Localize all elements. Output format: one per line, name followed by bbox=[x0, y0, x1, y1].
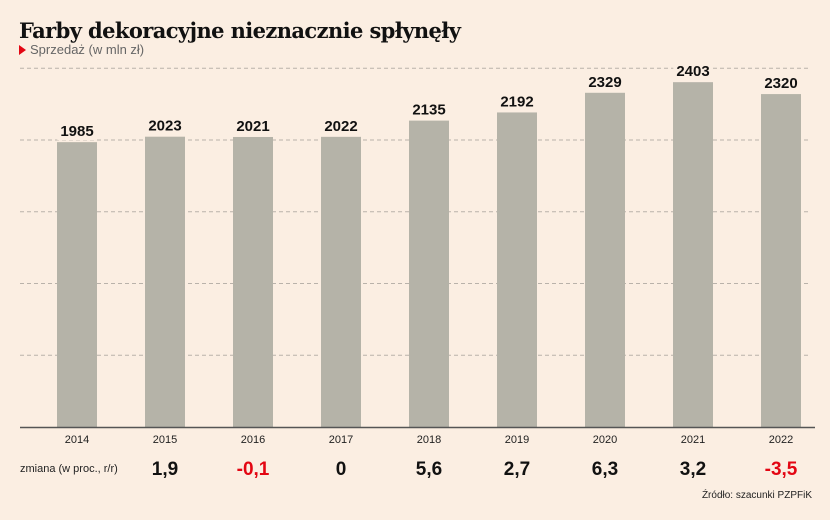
chart-subtitle: Sprzedaż (w mln zł) bbox=[19, 42, 144, 57]
value-label: 2192 bbox=[500, 93, 533, 110]
bar-2014 bbox=[57, 142, 97, 427]
value-label: 2022 bbox=[324, 118, 357, 135]
bar-2018 bbox=[409, 120, 449, 427]
value-label: 2023 bbox=[148, 118, 181, 135]
x-tick-label: 2022 bbox=[769, 434, 793, 446]
bar-2015 bbox=[145, 136, 185, 427]
bar-2016 bbox=[233, 136, 273, 427]
chart-title: Farby dekoracyjne nieznacznie spłynęły bbox=[19, 18, 461, 43]
x-tick-label: 2020 bbox=[593, 434, 617, 446]
label-bg bbox=[57, 123, 97, 141]
bar-2022 bbox=[761, 94, 801, 427]
triangle-marker-icon bbox=[19, 45, 26, 55]
label-bg bbox=[233, 117, 273, 135]
value-label: 2329 bbox=[588, 74, 621, 91]
change-value: 2,7 bbox=[504, 459, 530, 480]
x-tick-label: 2018 bbox=[417, 434, 441, 446]
label-bg bbox=[409, 101, 449, 119]
x-tick-label: 2019 bbox=[505, 434, 529, 446]
x-tick-label: 2021 bbox=[681, 434, 705, 446]
value-label: 2403 bbox=[676, 63, 709, 80]
change-value: -3,5 bbox=[765, 459, 798, 480]
value-label: 2135 bbox=[412, 102, 445, 119]
change-value: 6,3 bbox=[592, 459, 618, 480]
change-value: 5,6 bbox=[416, 459, 442, 480]
value-label: 1985 bbox=[60, 123, 93, 140]
change-row-label: zmiana (w proc., r/r) bbox=[20, 463, 118, 475]
x-tick-label: 2016 bbox=[241, 434, 265, 446]
bar-2021 bbox=[673, 82, 713, 428]
x-tick-label: 2014 bbox=[65, 434, 89, 446]
subtitle-text: Sprzedaż (w mln zł) bbox=[30, 42, 145, 57]
source-note: Źródło: szacunki PZPFiK bbox=[701, 490, 812, 501]
label-bg bbox=[321, 117, 361, 135]
change-value: 3,2 bbox=[680, 459, 706, 480]
x-tick-label: 2017 bbox=[329, 434, 353, 446]
label-bg bbox=[761, 75, 801, 93]
x-tick-label: 2015 bbox=[153, 434, 177, 446]
value-label: 2320 bbox=[764, 75, 797, 92]
label-bg bbox=[585, 73, 625, 91]
label-bg bbox=[145, 117, 185, 135]
change-value: 0 bbox=[336, 459, 347, 480]
value-label: 2021 bbox=[236, 118, 269, 135]
label-bg bbox=[497, 93, 537, 111]
change-value: -0,1 bbox=[237, 459, 270, 480]
bar-2020 bbox=[585, 92, 625, 427]
change-value: 1,9 bbox=[152, 459, 178, 480]
label-bg bbox=[673, 63, 713, 81]
bar-2017 bbox=[321, 136, 361, 427]
bar-2019 bbox=[497, 112, 537, 427]
